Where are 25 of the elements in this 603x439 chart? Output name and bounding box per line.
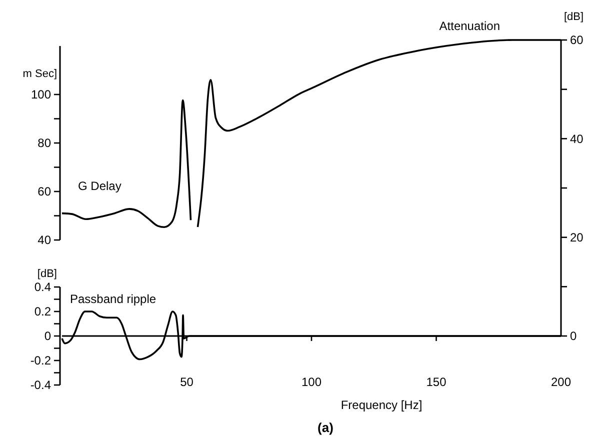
- y-tick-label: -0.2: [30, 354, 52, 368]
- y-tick-label: 60: [38, 184, 52, 199]
- series-label: Attenuation: [439, 19, 500, 33]
- text: (a): [318, 420, 334, 435]
- x-tick-label: 50: [180, 375, 194, 389]
- y-tick-label: 0.4: [34, 280, 52, 294]
- x-tick-label: 150: [426, 375, 447, 389]
- y-tick-label: -0.4: [30, 378, 52, 392]
- y-axis-title: [dB]: [564, 11, 584, 23]
- x-axis-title: Frequency [Hz]: [340, 398, 422, 412]
- y-tick-label: 0.2: [34, 304, 52, 319]
- series-label: G Delay: [78, 179, 122, 193]
- y-tick-label: 40: [38, 233, 52, 248]
- x-tick-label: 100: [301, 375, 322, 389]
- series-label: Passband ripple: [70, 292, 156, 306]
- y-axis-title: [dB]: [37, 268, 57, 280]
- y-axis-title: m Sec]: [22, 68, 57, 80]
- x-tick-label: 200: [550, 375, 572, 389]
- y-tick-label: 40: [570, 132, 584, 146]
- y-tick-label: 0: [570, 329, 577, 344]
- y-tick-label: 0: [44, 329, 52, 344]
- y-tick-label: 80: [38, 136, 52, 150]
- y-tick-label: 100: [30, 88, 52, 102]
- y-tick-label: 20: [570, 230, 584, 245]
- y-tick-label: 60: [570, 33, 584, 48]
